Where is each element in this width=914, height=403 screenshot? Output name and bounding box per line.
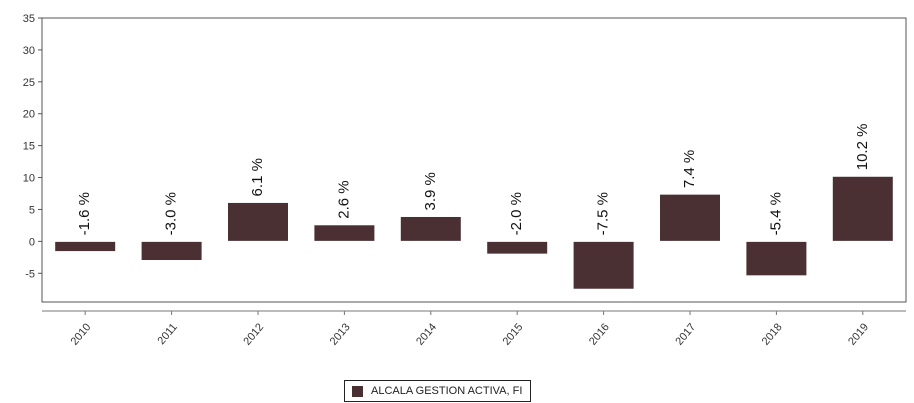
bar-2012 — [227, 201, 289, 242]
x-tick-label-2010: 2010 — [69, 321, 94, 347]
data-label-2015: -2.0 % — [508, 192, 525, 235]
bar-2011 — [140, 240, 203, 262]
bar-2019 — [831, 175, 894, 242]
x-tick-label-2019: 2019 — [846, 321, 871, 347]
y-tick-label: -5 — [25, 268, 35, 280]
y-tick-label: 15 — [23, 141, 35, 153]
data-label-2013: 2.6 % — [335, 180, 352, 218]
y-tick-label: 30 — [23, 45, 35, 57]
bar-2018 — [745, 240, 808, 277]
x-tick-label-2015: 2015 — [501, 321, 526, 347]
bar-2013 — [313, 224, 376, 242]
data-label-2012: 6.1 % — [249, 158, 266, 196]
data-label-2019: 10.2 % — [854, 124, 871, 171]
data-label-2010: -1.6 % — [76, 192, 93, 235]
legend-label: ALCALA GESTION ACTIVA, FI — [371, 385, 523, 397]
x-tick-label-2016: 2016 — [587, 321, 612, 347]
x-tick-label-2014: 2014 — [414, 321, 439, 347]
y-tick-label: 10 — [23, 173, 35, 185]
data-label-2018: -5.4 % — [767, 192, 784, 235]
x-tick-label-2012: 2012 — [241, 321, 266, 347]
legend-swatch — [352, 385, 363, 397]
bar-2015 — [486, 240, 549, 255]
y-tick-label: 0 — [29, 236, 35, 248]
x-tick-label-2013: 2013 — [328, 321, 353, 347]
bar-2017 — [659, 193, 721, 242]
data-label-2017: 7.4 % — [681, 150, 698, 188]
plot-frame — [41, 17, 907, 303]
y-tick-label: 35 — [23, 13, 35, 25]
legend: ALCALA GESTION ACTIVA, FI — [344, 380, 532, 402]
data-label-2011: -3.0 % — [163, 192, 180, 235]
x-tick-label-2017: 2017 — [673, 321, 698, 347]
data-label-2016: -7.5 % — [595, 192, 612, 235]
x-tick-label-2018: 2018 — [760, 321, 785, 347]
data-label-2014: 3.9 % — [422, 172, 439, 210]
bar-2010 — [54, 240, 117, 253]
y-tick-label: 25 — [23, 77, 35, 89]
bar-2016 — [572, 240, 635, 290]
bar-2014 — [399, 215, 462, 242]
y-tick-label: 20 — [23, 109, 35, 121]
x-tick-label-2011: 2011 — [155, 321, 179, 347]
y-tick-label: 5 — [29, 204, 35, 216]
